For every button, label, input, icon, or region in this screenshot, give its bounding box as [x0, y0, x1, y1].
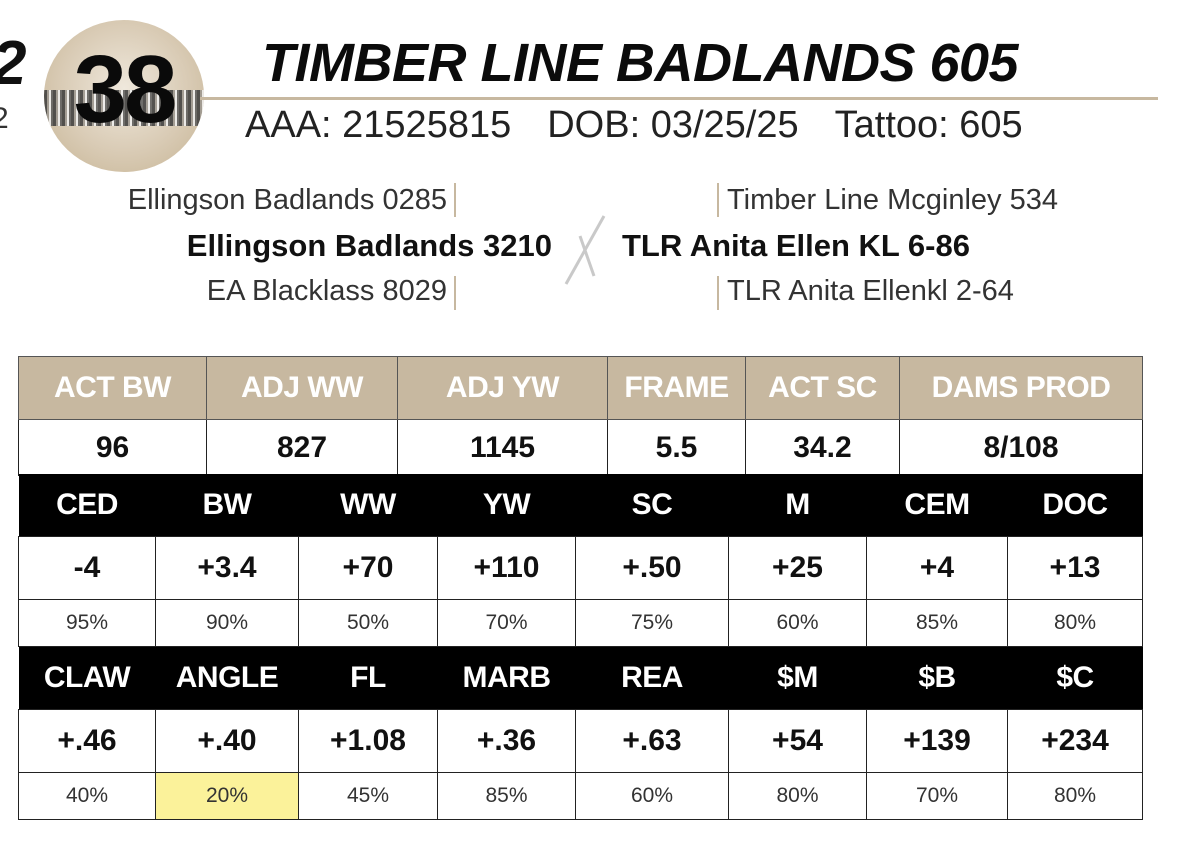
header-marb: MARB — [437, 646, 576, 710]
tattoo: Tattoo: 605 — [834, 104, 1023, 146]
value-dams-prod: 8/108 — [899, 419, 1143, 476]
header-ced: CED — [18, 474, 156, 537]
header-dams-prod: DAMS PROD — [899, 356, 1143, 420]
value-doc: +13 — [1007, 536, 1143, 600]
pedigree-divider — [454, 183, 456, 217]
edge-fragment-top: 2 — [0, 28, 26, 99]
value-adj-yw: 1145 — [397, 419, 608, 476]
header-c-index: $C — [1007, 646, 1143, 710]
header-b-index: $B — [866, 646, 1008, 710]
header-frame: FRAME — [607, 356, 746, 420]
value-bw: +3.4 — [155, 536, 299, 600]
value-m-index: +54 — [728, 709, 867, 773]
value-frame: 5.5 — [607, 419, 746, 476]
value-marb: +.36 — [437, 709, 576, 773]
value-c-index: +234 — [1007, 709, 1143, 773]
lot-badge-circle — [44, 20, 204, 172]
performance-header-row: ACT BW ADJ WW ADJ YW FRAME ACT SC DAMS P… — [18, 356, 1143, 420]
value-act-bw: 96 — [18, 419, 207, 476]
pct-marb: 85% — [437, 772, 576, 820]
value-m: +25 — [728, 536, 867, 600]
epd-header-row-2: CLAW ANGLE FL MARB REA $M $B $C — [18, 646, 1143, 710]
pedigree-sire-sire: Ellingson Badlands 0285 — [127, 184, 447, 216]
pct-m-index: 80% — [728, 772, 867, 820]
pct-ww: 50% — [298, 599, 438, 647]
header-claw: CLAW — [18, 646, 156, 710]
pct-rea: 60% — [575, 772, 729, 820]
value-claw: +.46 — [18, 709, 156, 773]
pct-sc: 75% — [575, 599, 729, 647]
value-ced: -4 — [18, 536, 156, 600]
value-act-sc: 34.2 — [745, 419, 900, 476]
header-rea: REA — [575, 646, 729, 710]
value-yw: +110 — [437, 536, 576, 600]
value-angle: +.40 — [155, 709, 299, 773]
header-m: M — [728, 474, 867, 537]
header-cem: CEM — [866, 474, 1008, 537]
header-fl: FL — [298, 646, 438, 710]
pct-fl: 45% — [298, 772, 438, 820]
header-m-index: $M — [728, 646, 867, 710]
pct-cem: 85% — [866, 599, 1008, 647]
pct-claw: 40% — [18, 772, 156, 820]
value-rea: +.63 — [575, 709, 729, 773]
performance-table: ACT BW ADJ WW ADJ YW FRAME ACT SC DAMS P… — [18, 356, 1143, 476]
pct-angle-highlighted: 20% — [155, 772, 299, 820]
header-act-bw: ACT BW — [18, 356, 207, 420]
animal-title: TIMBER LINE BADLANDS 605 — [262, 33, 1019, 93]
pct-yw: 70% — [437, 599, 576, 647]
epd-percentile-row: 95% 90% 50% 70% 75% 60% 85% 80% — [18, 599, 1143, 647]
header-yw: YW — [437, 474, 576, 537]
value-cem: +4 — [866, 536, 1008, 600]
pedigree-dam-sire: Timber Line Mcginley 534 — [727, 184, 1058, 216]
value-sc: +.50 — [575, 536, 729, 600]
pct-doc: 80% — [1007, 599, 1143, 647]
pedigree-dam-dam: TLR Anita Ellenkl 2-64 — [727, 275, 1014, 307]
performance-value-row: 96 827 1145 5.5 34.2 8/108 — [18, 419, 1143, 476]
title-rule — [200, 97, 1158, 100]
epd-header-row: CED BW WW YW SC M CEM DOC — [18, 474, 1143, 537]
header-adj-yw: ADJ YW — [397, 356, 608, 420]
value-adj-ww: 827 — [206, 419, 398, 476]
value-ww: +70 — [298, 536, 438, 600]
edge-fragment-bottom: 2 — [0, 102, 9, 135]
pct-ced: 95% — [18, 599, 156, 647]
header-doc: DOC — [1007, 474, 1143, 537]
pedigree-sire-dam: EA Blacklass 8029 — [206, 275, 447, 307]
pct-c-index: 80% — [1007, 772, 1143, 820]
pct-m: 60% — [728, 599, 867, 647]
pedigree-sire: Ellingson Badlands 3210 — [186, 228, 552, 263]
header-bw: BW — [155, 474, 299, 537]
header-angle: ANGLE — [155, 646, 299, 710]
registration-line: AAA: 21525815 DOB: 03/25/25 Tattoo: 605 — [245, 102, 1023, 148]
cross-icon — [564, 215, 606, 285]
lot-number: 38 — [73, 36, 178, 143]
value-fl: +1.08 — [298, 709, 438, 773]
epd-table: CED BW WW YW SC M CEM DOC -4 +3.4 +70 +1… — [18, 474, 1143, 820]
pedigree-divider — [717, 183, 719, 217]
pedigree-divider — [454, 276, 456, 310]
header-sc: SC — [575, 474, 729, 537]
header-ww: WW — [298, 474, 438, 537]
pct-bw: 90% — [155, 599, 299, 647]
pct-b-index: 70% — [866, 772, 1008, 820]
date-of-birth: DOB: 03/25/25 — [547, 104, 799, 146]
header-act-sc: ACT SC — [745, 356, 900, 420]
pedigree-divider — [717, 276, 719, 310]
epd-value-row: -4 +3.4 +70 +110 +.50 +25 +4 +13 — [18, 536, 1143, 600]
epd-percentile-row-2: 40% 20% 45% 85% 60% 80% 70% 80% — [18, 772, 1143, 820]
registration-number: AAA: 21525815 — [245, 104, 512, 146]
value-b-index: +139 — [866, 709, 1008, 773]
epd-value-row-2: +.46 +.40 +1.08 +.36 +.63 +54 +139 +234 — [18, 709, 1143, 773]
header-adj-ww: ADJ WW — [206, 356, 398, 420]
pedigree-dam: TLR Anita Ellen KL 6-86 — [622, 228, 970, 263]
